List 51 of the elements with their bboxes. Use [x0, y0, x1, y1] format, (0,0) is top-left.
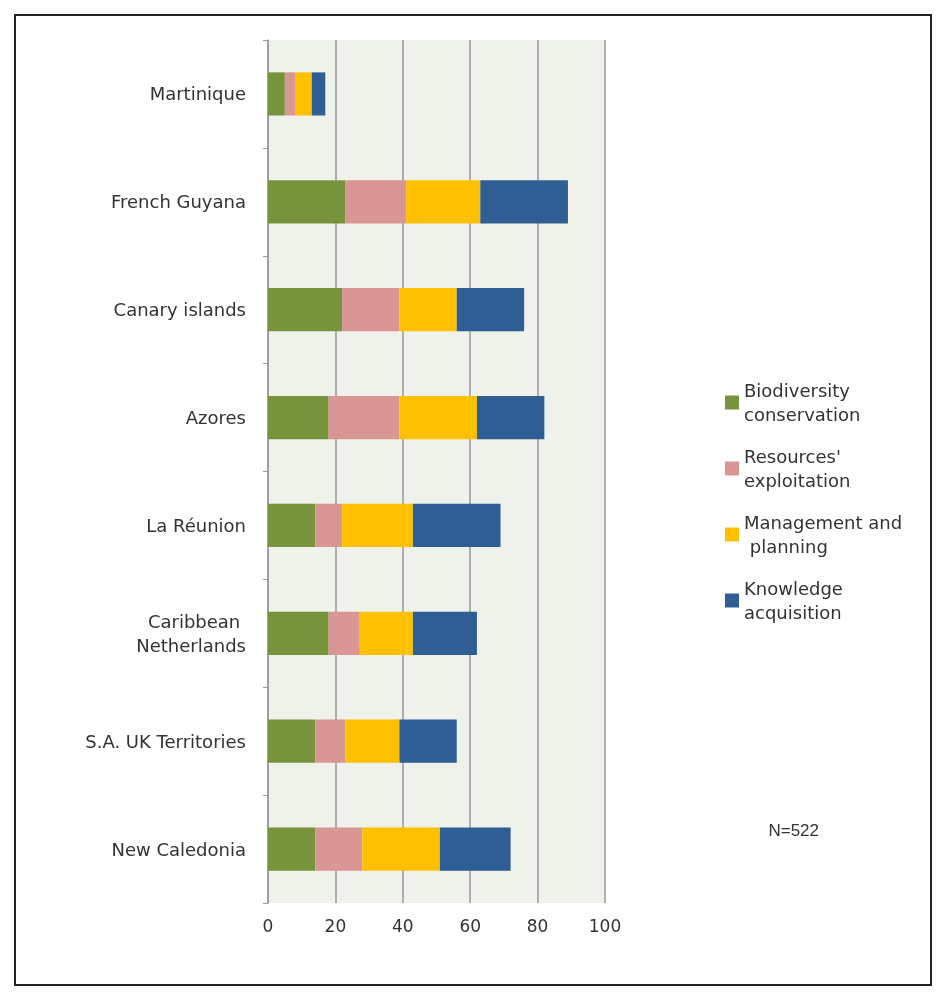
legend-label: Resources' exploitation	[744, 446, 851, 491]
bar	[399, 288, 457, 332]
bar	[476, 395, 545, 440]
bar	[345, 719, 400, 763]
bar	[268, 611, 329, 655]
legend-label: Management and planning	[744, 512, 903, 557]
x-tick-label: 60	[459, 915, 482, 936]
bar	[406, 180, 481, 224]
legend-label: Knowledge acquisition	[744, 578, 849, 623]
y-tick-label: French Guyana	[110, 191, 246, 213]
bar	[412, 611, 477, 655]
bar	[345, 180, 407, 224]
bar	[342, 503, 413, 548]
x-tick-label: 40	[391, 915, 414, 936]
bar	[315, 719, 346, 763]
y-tick-label: La Réunion	[146, 514, 246, 536]
bar	[439, 827, 511, 871]
bar	[268, 180, 346, 224]
bar	[268, 827, 316, 871]
bar	[268, 395, 329, 440]
bar	[480, 180, 568, 224]
y-tick-label: New Caledonia	[111, 838, 246, 860]
bar	[268, 288, 343, 332]
text: N=522	[768, 821, 820, 840]
bar	[362, 827, 440, 871]
bar	[328, 395, 400, 440]
bar	[268, 503, 316, 548]
bar	[294, 72, 312, 116]
bar	[456, 288, 525, 332]
bar	[315, 503, 343, 548]
y-tick-label: Martinique	[149, 83, 246, 105]
y-tick-label: Azores	[185, 407, 246, 429]
y-tick-label: Canary islands	[113, 299, 246, 321]
bar	[328, 611, 359, 655]
bar	[342, 288, 400, 332]
bar	[412, 503, 501, 548]
bar	[399, 395, 477, 440]
bar	[315, 827, 363, 871]
x-tick-label: 80	[526, 915, 549, 936]
y-tick-label: Caribbean Netherlands	[136, 610, 246, 656]
legend-label: Biodiversity conservation	[744, 380, 861, 425]
y-tick-label: S.A. UK Territories	[85, 730, 246, 752]
bar	[399, 719, 457, 763]
x-tick-label: 20	[324, 915, 347, 936]
bar	[358, 611, 413, 655]
bar	[311, 72, 326, 116]
bar	[268, 72, 285, 116]
x-tick-label: 100	[588, 915, 622, 936]
bar	[284, 72, 295, 116]
bar	[268, 719, 316, 763]
x-tick-label: 0	[262, 915, 274, 936]
